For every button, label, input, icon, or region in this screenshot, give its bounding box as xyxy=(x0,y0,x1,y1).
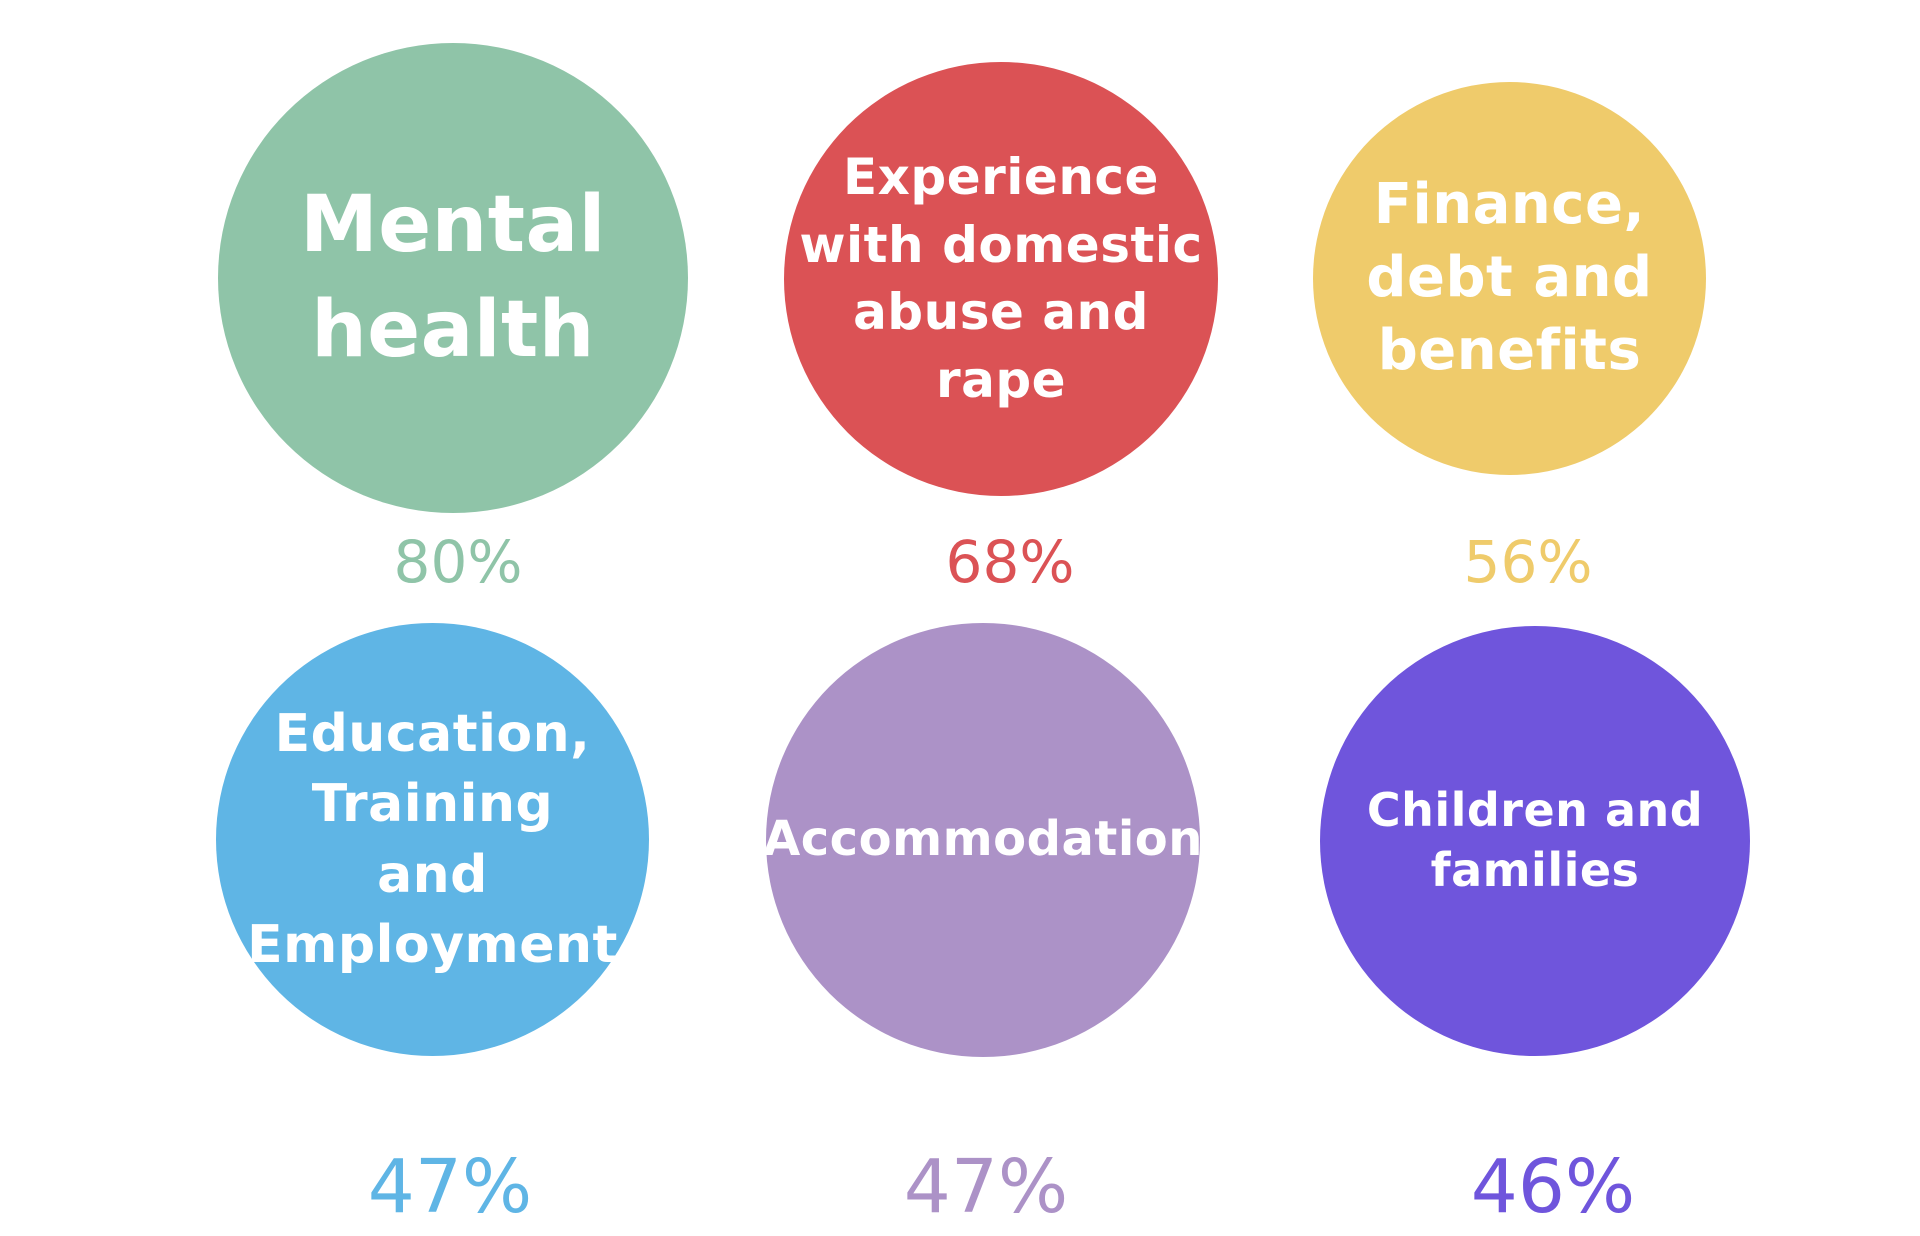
accommodation-circle: Accommodation xyxy=(763,623,1203,1057)
children-families-percent: 46% xyxy=(1470,1144,1636,1230)
domestic-abuse-label: Experience with domestic abuse and rape xyxy=(799,148,1203,409)
mental-health-circle: Mental health xyxy=(218,43,688,513)
mental-health-label: Mental health xyxy=(300,179,606,375)
accommodation-label: Accommodation xyxy=(763,811,1203,868)
finance-circle: Finance, debt and benefits xyxy=(1313,82,1706,475)
accommodation-percent: 47% xyxy=(903,1144,1069,1230)
finance-percent: 56% xyxy=(1463,528,1593,596)
education-label: Education, Training and Employment xyxy=(247,704,618,975)
education-circle: Education, Training and Employment xyxy=(216,623,649,1056)
domestic-abuse-percent: 68% xyxy=(945,528,1075,596)
mental-health-percent: 80% xyxy=(393,528,523,596)
education-percent: 47% xyxy=(367,1144,533,1230)
domestic-abuse-circle: Experience with domestic abuse and rape xyxy=(784,62,1218,496)
children-families-label: Children and families xyxy=(1366,783,1704,897)
finance-label: Finance, debt and benefits xyxy=(1366,172,1653,383)
children-families-circle: Children and families xyxy=(1320,626,1750,1056)
